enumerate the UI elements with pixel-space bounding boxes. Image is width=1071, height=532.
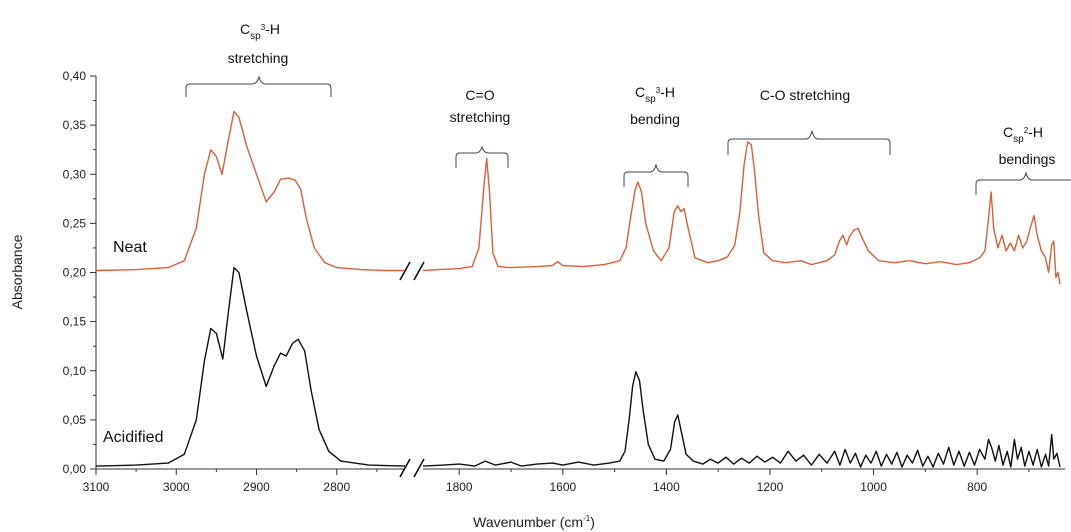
x-tick-label: 3100 [83, 480, 110, 494]
annotation-label-c-double-o: C=O [465, 87, 494, 103]
annotation-csp2-h-bendings: Csp2-H bendings [999, 124, 1056, 167]
y-tick-label: 0,00 [63, 462, 87, 476]
y-tick-label: 0,05 [63, 413, 87, 427]
brace-csp3h-bending [623, 163, 689, 187]
y-tick-label: 0,25 [63, 216, 87, 230]
y-tick-label: 0,40 [63, 69, 87, 83]
series-line-neat-high-wavenumber [95, 110, 405, 272]
x-tick-label: 2900 [243, 480, 270, 494]
x-tick-label: 800 [967, 480, 987, 494]
annotation-label-csp3h-stretching: Csp3-H [240, 21, 280, 42]
annotation-csp3-h-stretching: Csp3-H stretching [228, 21, 289, 66]
y-tick-label: 0,15 [63, 315, 87, 329]
annotation-label-csp2h: Csp2-H [1003, 124, 1043, 145]
annotation-csp3-h-bending: Csp3-H bending [630, 84, 680, 127]
x-axis-title: Wavenumber (cm-1) [473, 514, 595, 530]
annotation-sublabel-bending: bending [630, 111, 680, 127]
annotation-label-csp3h-bending: Csp3-H [635, 84, 675, 105]
annotation-sublabel-stretching: stretching [450, 109, 511, 125]
brace-csp3h-stretching [185, 75, 332, 97]
series-line-acidified-fingerprint [422, 371, 1061, 468]
y-axis-ticks: 0,00 0,05 0,10 0,15 0,20 0,25 0,30 0,35 0,40 [63, 69, 96, 476]
x-axis-ticks: 3100 3000 2900 2800 1800 1600 1400 1200 1000 800 [83, 469, 1030, 494]
annotation-sublabel-bendings: bendings [999, 151, 1056, 167]
series-line-acidified-high-wavenumber [95, 266, 406, 467]
annotation-sublabel-stretching: stretching [228, 50, 289, 66]
annotation-co-stretching: C=O stretching [450, 87, 511, 125]
series-label-neat: Neat [113, 239, 147, 256]
y-tick-label: 0,20 [63, 266, 87, 280]
x-tick-label: 2800 [323, 480, 350, 494]
annotation-braces [185, 75, 1071, 195]
brace-c-o-stretching [727, 130, 891, 155]
axis-break-mark-upper-2 [413, 261, 425, 281]
brace-csp2h-bendings [975, 171, 1071, 195]
series-label-acidified: Acidified [103, 429, 163, 446]
x-axis-break [399, 261, 425, 478]
x-tick-label: 1400 [653, 480, 680, 494]
x-tick-label: 1200 [757, 480, 784, 494]
axis-break-mark-lower-1 [399, 458, 411, 478]
x-tick-label: 3000 [163, 480, 190, 494]
axis-break-mark-lower-2 [413, 458, 425, 478]
x-tick-label: 1600 [549, 480, 576, 494]
spectra [95, 110, 1061, 468]
y-tick-label: 0,30 [63, 167, 87, 181]
annotation-c-o-stretching: C-O stretching [760, 87, 850, 103]
y-tick-label: 0,10 [63, 364, 87, 378]
x-tick-label: 1800 [446, 480, 473, 494]
axes [95, 76, 1065, 470]
y-tick-label: 0,35 [63, 118, 87, 132]
x-tick-label: 1000 [860, 480, 887, 494]
y-axis-title: Absorbance [9, 234, 25, 309]
annotation-label-c-o-stretching: C-O stretching [760, 87, 850, 103]
brace-co-stretching [455, 145, 509, 168]
series-line-neat-fingerprint [422, 141, 1061, 285]
